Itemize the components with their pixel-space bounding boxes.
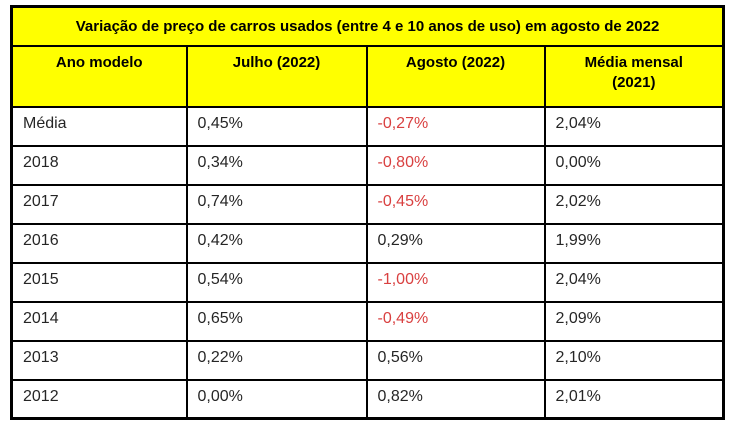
cell-agosto: 0,29%: [365, 222, 546, 264]
cell-ano-modelo: 2017: [10, 183, 188, 225]
table-title: Variação de preço de carros usados (entr…: [10, 5, 725, 47]
cell-ano-modelo: 2015: [10, 261, 188, 303]
cell-ano-modelo: 2012: [10, 378, 188, 420]
cell-media-mensal: 2,02%: [543, 183, 725, 225]
cell-ano-modelo: 2014: [10, 300, 188, 342]
cell-ano-modelo: 2013: [10, 339, 188, 381]
column-header-julho-2022: Julho (2022): [185, 44, 368, 108]
cell-julho: 0,42%: [185, 222, 368, 264]
column-header-agosto-2022: Agosto (2022): [365, 44, 546, 108]
table-row-2014: 2014 0,65% -0,49% 2,09%: [10, 300, 725, 342]
cell-agosto: -0,80%: [365, 144, 546, 186]
table-row-2018: 2018 0,34% -0,80% 0,00%: [10, 144, 725, 186]
table-row-media: Média 0,45% -0,27% 2,04%: [10, 105, 725, 147]
cell-ano-modelo: 2016: [10, 222, 188, 264]
cell-julho: 0,34%: [185, 144, 368, 186]
column-header-ano-modelo: Ano modelo: [10, 44, 188, 108]
table-row-2013: 2013 0,22% 0,56% 2,10%: [10, 339, 725, 381]
cell-julho: 0,22%: [185, 339, 368, 381]
cell-media-mensal: 1,99%: [543, 222, 725, 264]
table-title-row: Variação de preço de carros usados (entr…: [10, 5, 725, 47]
cell-agosto: 0,82%: [365, 378, 546, 420]
cell-media-mensal: 2,01%: [543, 378, 725, 420]
column-header-media-mensal-2021: Média mensal (2021): [543, 44, 725, 108]
cell-ano-modelo: Média: [10, 105, 188, 147]
cell-julho: 0,45%: [185, 105, 368, 147]
cell-media-mensal: 2,04%: [543, 105, 725, 147]
cell-julho: 0,00%: [185, 378, 368, 420]
table-row-2016: 2016 0,42% 0,29% 1,99%: [10, 222, 725, 264]
cell-julho: 0,54%: [185, 261, 368, 303]
cell-agosto: -0,49%: [365, 300, 546, 342]
cell-agosto: 0,56%: [365, 339, 546, 381]
table-row-2012: 2012 0,00% 0,82% 2,01%: [10, 378, 725, 420]
cell-media-mensal: 2,04%: [543, 261, 725, 303]
cell-agosto: -0,45%: [365, 183, 546, 225]
table-row-2015: 2015 0,54% -1,00% 2,04%: [10, 261, 725, 303]
cell-agosto: -1,00%: [365, 261, 546, 303]
cell-agosto: -0,27%: [365, 105, 546, 147]
table-header-row: Ano modelo Julho (2022) Agosto (2022) Mé…: [10, 44, 725, 108]
cell-media-mensal: 0,00%: [543, 144, 725, 186]
table-row-2017: 2017 0,74% -0,45% 2,02%: [10, 183, 725, 225]
used-car-price-table: Variação de preço de carros usados (entr…: [10, 5, 726, 420]
cell-media-mensal: 2,10%: [543, 339, 725, 381]
cell-julho: 0,65%: [185, 300, 368, 342]
cell-julho: 0,74%: [185, 183, 368, 225]
cell-media-mensal: 2,09%: [543, 300, 725, 342]
cell-ano-modelo: 2018: [10, 144, 188, 186]
